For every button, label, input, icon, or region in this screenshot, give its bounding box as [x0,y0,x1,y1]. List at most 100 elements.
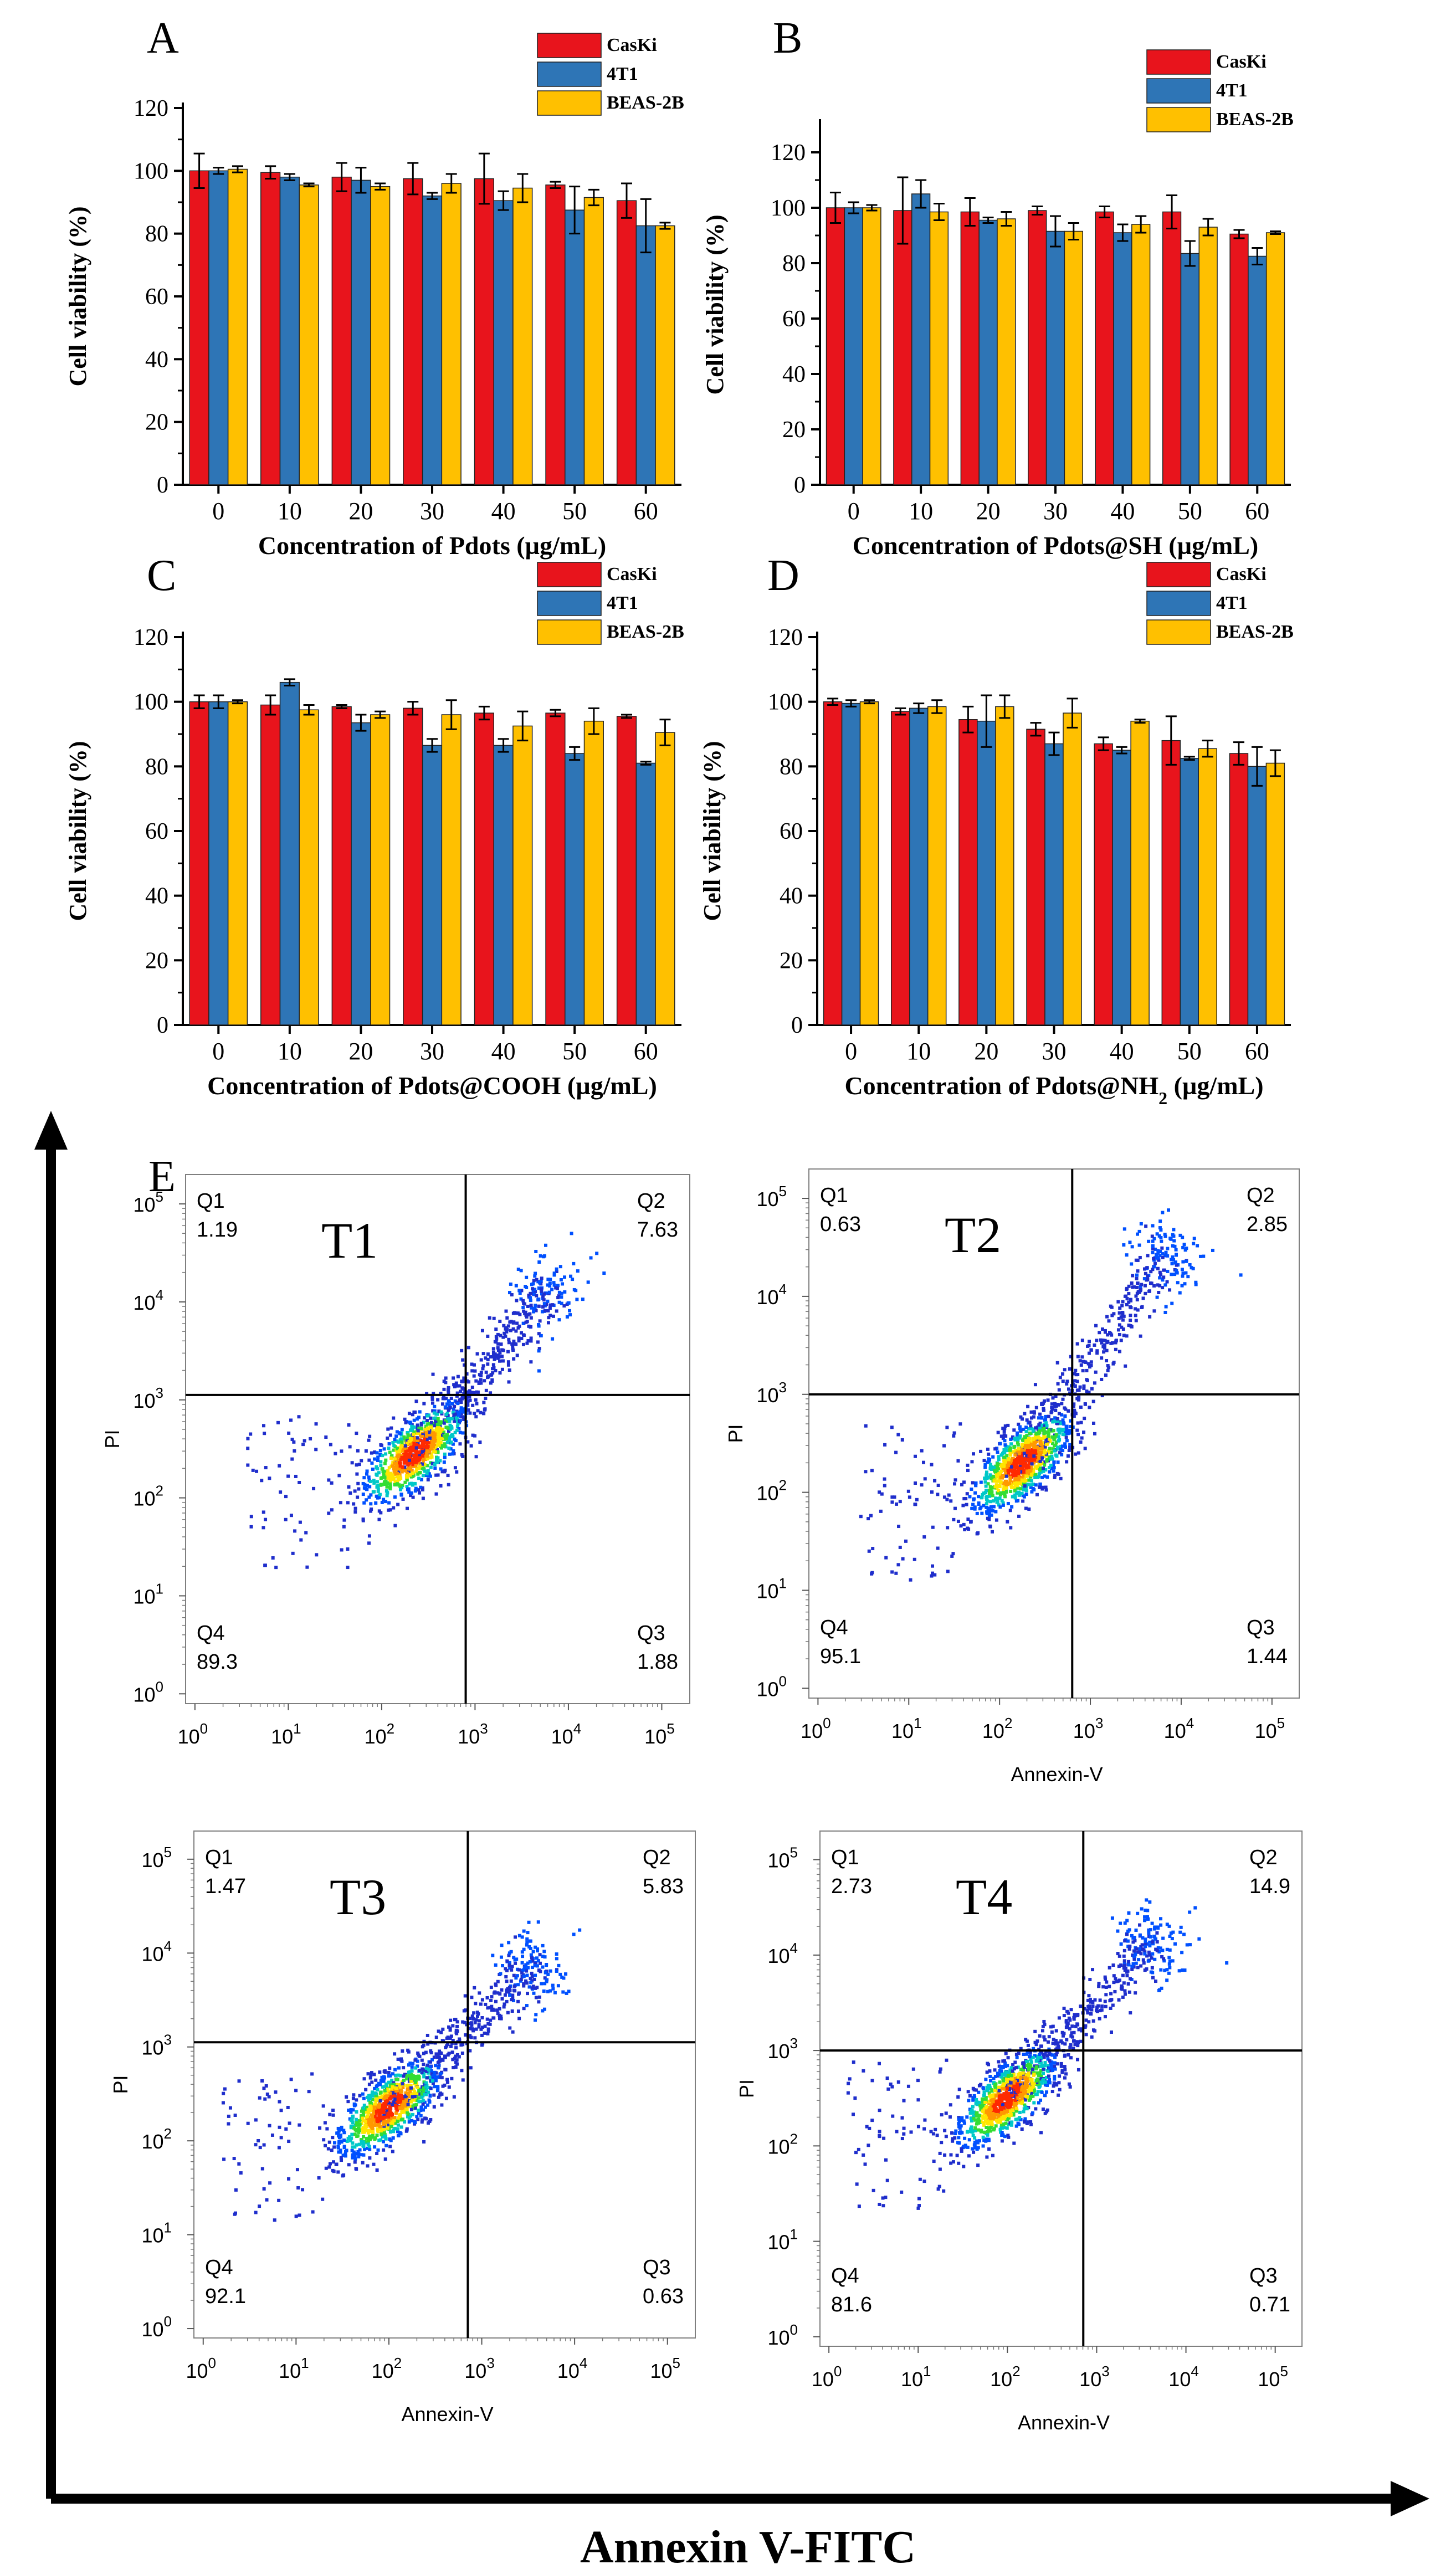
event-dot [983,1463,987,1466]
event-dot [460,1348,464,1352]
event-dot [403,1480,407,1484]
event-dot [429,1461,433,1465]
event-dot [518,1291,522,1295]
event-dot [1175,1263,1178,1267]
event-dot [516,1999,520,2003]
event-dot [447,1483,450,1486]
event-dot [1017,1493,1021,1497]
event-dot [870,1571,874,1575]
event-dot [432,1431,435,1435]
event-dot [923,1477,927,1481]
bar-beas-2b [299,184,319,485]
event-dot [392,2094,396,2098]
event-dot [999,1464,1003,1468]
event-dot [1001,1503,1005,1507]
event-dot [342,1518,346,1522]
event-dot [257,2139,260,2142]
event-dot [425,1392,429,1396]
event-dot [973,1505,977,1509]
x-tick-label: 30 [1043,498,1068,525]
event-dot [1061,1372,1065,1376]
event-dot [388,2066,392,2070]
event-dot [443,1452,447,1456]
event-dot [544,1243,547,1247]
event-dot [428,2100,432,2104]
event-dot [428,1436,432,1440]
event-dot [379,1511,383,1515]
event-dot [994,1470,998,1474]
event-dot [1012,1459,1016,1463]
event-dot [534,1290,537,1294]
event-dot [1038,1482,1042,1486]
event-dot [351,2108,355,2112]
event-dot [507,1951,511,1955]
bar-4t1 [493,745,514,1025]
event-dot [517,1289,521,1293]
event-dot [480,2043,484,2047]
event-dot [279,2136,283,2140]
event-dot [525,1941,529,1945]
event-dot [437,2029,440,2033]
x-decade-label: 102 [982,1715,1013,1742]
event-dot [429,1465,433,1469]
event-dot [301,2188,305,2192]
event-dot [504,1334,507,1338]
event-dot [510,1968,514,1972]
event-dot [329,1443,332,1447]
event-dot [1037,1432,1040,1435]
event-dot [454,1439,458,1443]
event-dot [1093,1343,1096,1347]
event-dot [376,1487,380,1491]
event-dot [529,1325,533,1329]
event-dot [425,1447,429,1451]
event-dot [518,1312,522,1316]
event-dot [1106,1333,1110,1337]
x-tick-label: 50 [1177,1038,1202,1065]
event-dot [1031,1448,1034,1452]
event-dot [1011,1460,1014,1464]
event-dot [398,1484,402,1488]
event-dot [454,1381,458,1385]
event-dot [520,1975,524,1978]
event-dot [404,2098,408,2101]
decade-exp: 2 [387,1720,394,1737]
event-dot [445,2037,449,2040]
legend-swatch-beas-2b [1146,107,1211,132]
event-dot [392,2081,396,2085]
event-dot [270,2133,274,2137]
event-dot [1047,1466,1051,1470]
event-dot [298,1520,302,1524]
x-axis-label: Concentration of Pdots@NH2 (µg/mL) [844,1071,1263,1108]
event-dot [1013,1453,1017,1457]
event-dot [1022,1449,1026,1453]
event-dot [402,2074,406,2078]
event-dot [951,1552,955,1556]
event-dot [546,1283,550,1287]
event-dot [278,1464,281,1468]
legend-label-beas-2b: BEAS-2B [607,93,684,113]
q4-label: Q4 [820,1616,848,1639]
event-dot [249,1432,253,1436]
event-dot [1052,1429,1055,1433]
event-dot [870,1469,874,1473]
event-dot [571,1278,575,1281]
x-tick-label: 30 [420,1038,444,1065]
event-dot [405,1470,409,1474]
event-dot [1008,1478,1012,1481]
event-dot [429,1447,433,1450]
event-dot [360,2109,363,2113]
event-dot [1049,1411,1053,1414]
event-dot [501,1359,505,1363]
event-dot [409,1461,413,1465]
event-dot [451,2058,455,2062]
event-dot [473,1434,476,1438]
event-dot [446,1414,450,1418]
bar-4t1 [565,753,585,1025]
event-dot [520,1950,524,1954]
event-dot [1014,1449,1018,1453]
event-dot [433,1437,437,1440]
event-dot [536,1947,540,1951]
event-dot [421,1474,425,1478]
event-dot [471,2029,475,2033]
